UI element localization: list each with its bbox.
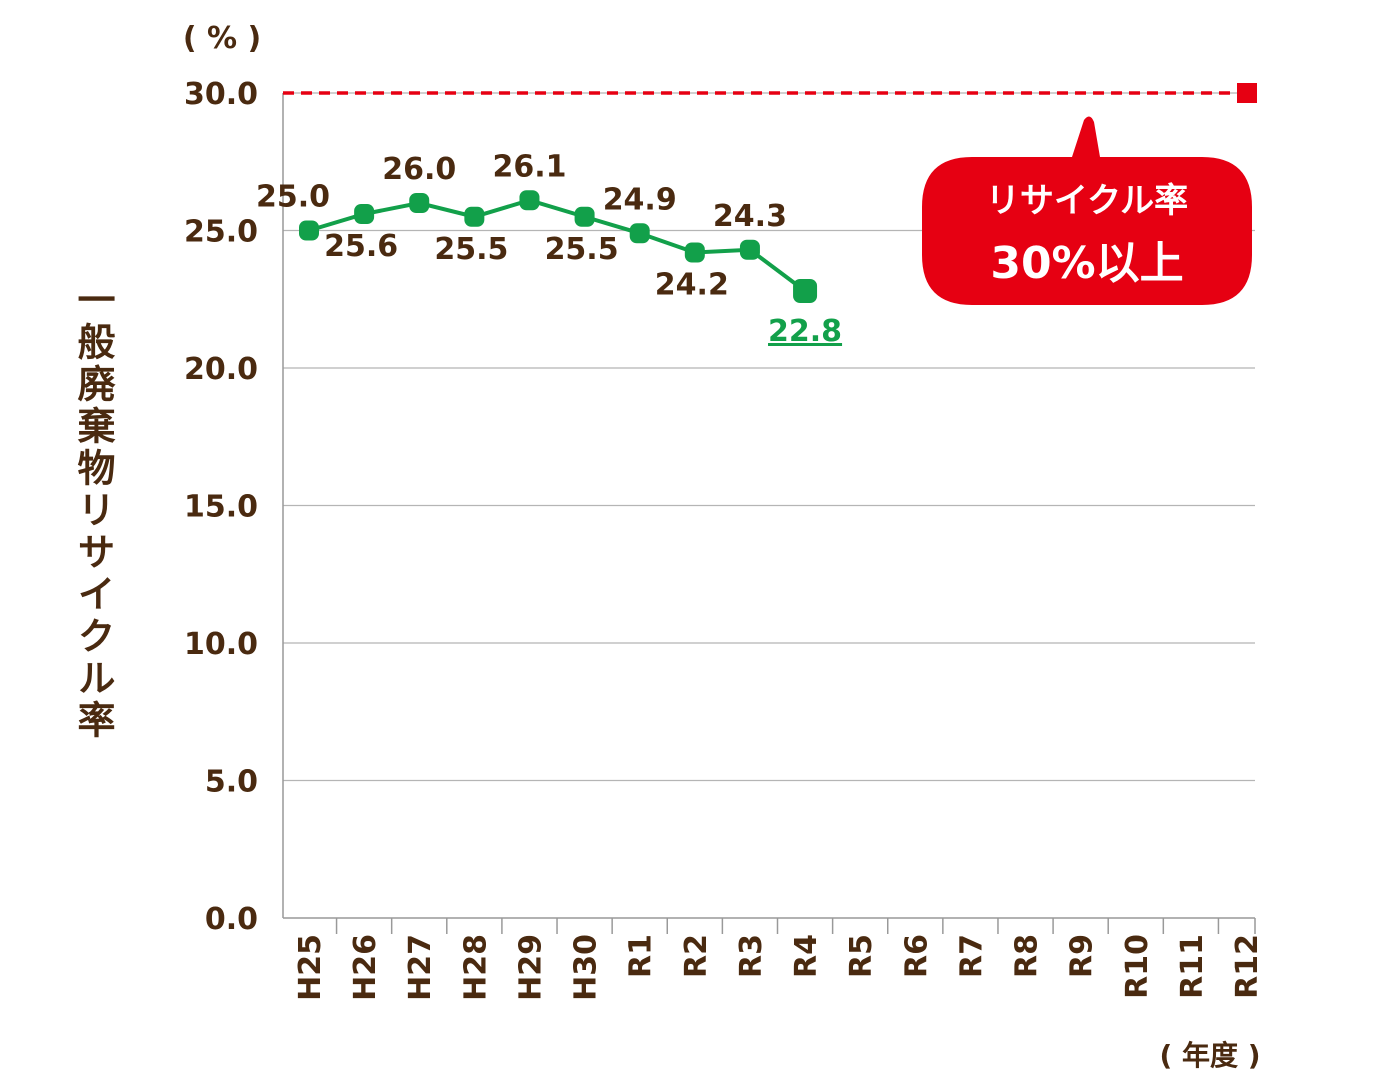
data-line [308, 198, 807, 293]
callout [922, 116, 1252, 305]
data-label: 25.0 [256, 180, 330, 215]
y-tick-label: 25.0 [184, 215, 258, 250]
unit-label: ( % ) [183, 21, 261, 56]
data-point [464, 206, 485, 227]
data-point [354, 204, 375, 224]
x-tick-label: H25 [293, 934, 328, 1001]
y-tick-label: 30.0 [184, 77, 258, 112]
x-tick-label: R7 [954, 934, 989, 978]
y-tick-label: 0.0 [205, 902, 258, 937]
data-point [739, 239, 760, 260]
y-tick-label: 20.0 [184, 352, 258, 387]
x-tick-label: R6 [899, 934, 934, 978]
x-axis-label: ( 年度 ) [1159, 1039, 1260, 1072]
x-tick-label: H27 [403, 934, 438, 1001]
data-point [574, 206, 595, 227]
x-tick-label: R11 [1175, 934, 1210, 999]
callout-text: 30%以上 [990, 238, 1183, 289]
x-tick-label: H26 [348, 934, 383, 1001]
x-tick-label: H30 [569, 934, 604, 1001]
data-point [409, 193, 430, 213]
x-tick-label: R5 [844, 934, 879, 978]
data-label: 25.5 [434, 232, 508, 267]
data-label: 24.2 [655, 268, 729, 303]
data-label: 25.5 [545, 232, 619, 267]
data-label: 25.6 [324, 229, 398, 264]
x-tick-label: R10 [1120, 934, 1155, 999]
data-point [299, 220, 319, 241]
target-marker [1237, 83, 1257, 103]
x-tick-label: R8 [1010, 934, 1045, 978]
x-tick-label: R3 [734, 934, 769, 978]
data-label: 24.3 [713, 199, 787, 234]
x-tick-label: R9 [1065, 934, 1100, 978]
data-point [629, 223, 650, 244]
x-tick-label: H28 [458, 934, 493, 1001]
data-point [793, 279, 818, 303]
callout-text: リサイクル率 [986, 181, 1188, 221]
data-label: 26.0 [382, 152, 456, 187]
data-label: 22.8 [768, 314, 842, 349]
y-tick-label: 5.0 [205, 765, 258, 800]
data-point [684, 242, 705, 263]
x-tick-label: R1 [624, 934, 659, 978]
data-label: 24.9 [603, 182, 677, 217]
x-tick-label: R4 [789, 934, 824, 978]
y-axis-label: 一般廃棄物リサイクル率 [71, 280, 115, 742]
x-tick-label: R12 [1230, 934, 1265, 999]
x-tick-label: H29 [513, 934, 548, 1001]
data-point [519, 190, 540, 211]
y-tick-label: 15.0 [184, 490, 258, 525]
y-tick-label: 10.0 [184, 627, 258, 662]
x-tick-label: R2 [679, 934, 714, 978]
data-label: 26.1 [492, 149, 566, 184]
